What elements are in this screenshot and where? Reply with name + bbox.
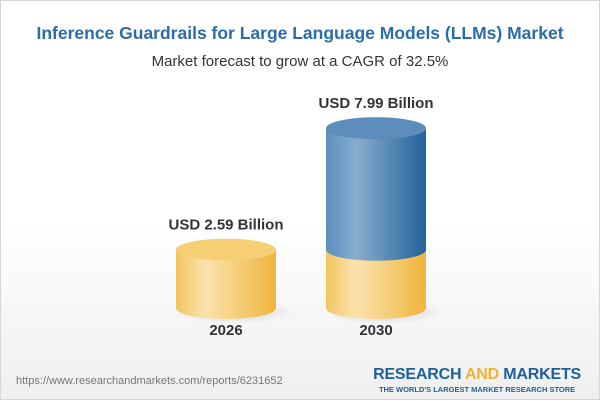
data-label: USD 7.99 Billion: [318, 95, 433, 112]
chart-subtitle: Market forecast to grow at a CAGR of 32.…: [151, 53, 449, 70]
category-label: 2030: [359, 322, 392, 339]
category-label: 2026: [209, 322, 242, 339]
cylinder-base-segment: [326, 249, 426, 319]
cylinder-growth-segment: [326, 128, 426, 261]
cylinder-base-segment: [176, 249, 276, 319]
research-and-markets-logo: RESEARCH AND MARKETS THE WORLD'S LARGEST…: [373, 366, 581, 395]
data-label: USD 2.59 Billion: [168, 217, 283, 234]
cylinder-top: [176, 238, 276, 261]
chart-title: Inference Guardrails for Large Language …: [36, 23, 564, 43]
source-url[interactable]: https://www.researchandmarkets.com/repor…: [16, 375, 283, 387]
cylinder-top: [326, 117, 426, 140]
